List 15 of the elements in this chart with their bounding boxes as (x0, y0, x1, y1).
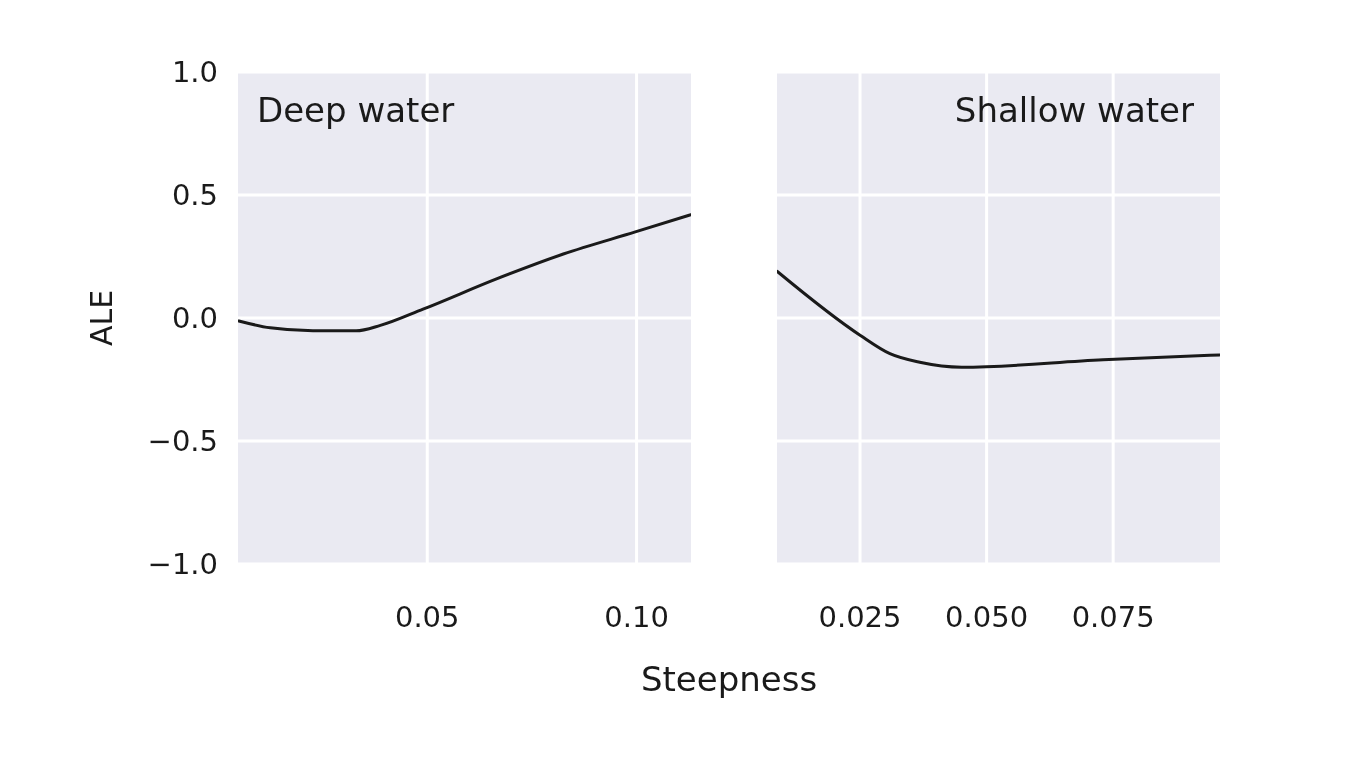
y-tick-label: −1.0 (147, 547, 218, 582)
text: Shallow water (954, 90, 1194, 130)
line-series (238, 213, 691, 333)
x-tick-label: 0.050 (945, 599, 1029, 634)
y-axis-title: ALE (83, 289, 119, 347)
y-tick-label: −0.5 (147, 424, 218, 459)
x-tick-label: 0.10 (604, 599, 669, 634)
y-tick-label: 0.0 (171, 301, 218, 336)
x-axis-title: Steepness (640, 659, 818, 699)
y-tick-label: 1.0 (171, 55, 218, 90)
x-tick-label: 0.025 (818, 599, 902, 634)
x-tick-label: 0.05 (394, 599, 460, 634)
text: Deep water (257, 90, 455, 130)
y-tick-label: 0.5 (171, 178, 218, 213)
x-tick-label: 0.075 (1071, 599, 1155, 634)
